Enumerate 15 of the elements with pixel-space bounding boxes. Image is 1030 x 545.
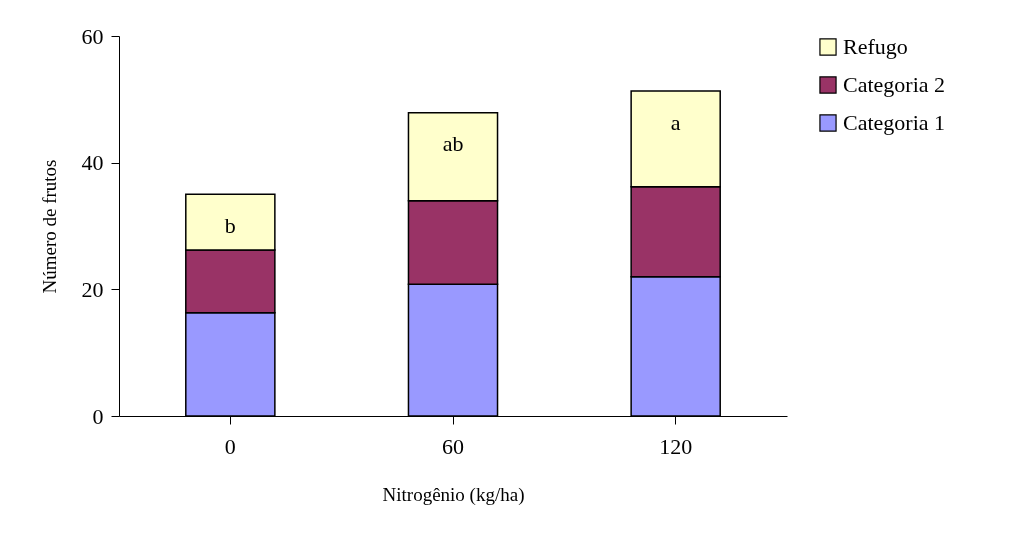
x-tick-label: 0: [224, 433, 236, 459]
annotation: a: [670, 109, 681, 135]
y-tick-label: 0: [92, 403, 104, 429]
x-tick-label: 60: [442, 433, 464, 459]
legend-label: Refugo: [843, 34, 908, 59]
annotation: ab: [442, 131, 464, 157]
y-tick-label: 20: [81, 276, 104, 302]
x-axis-title: Nitrogênio (kg/ha): [382, 483, 525, 506]
annotation: b: [224, 213, 236, 238]
y-axis-title: Número de frutos: [38, 159, 60, 294]
y-tick-label: 60: [81, 23, 104, 49]
x-tick-label: 120: [659, 433, 693, 459]
legend-label: Categoria 2: [843, 72, 946, 97]
legend-label: Categoria 1: [843, 110, 946, 135]
y-tick-label: 40: [81, 150, 104, 176]
